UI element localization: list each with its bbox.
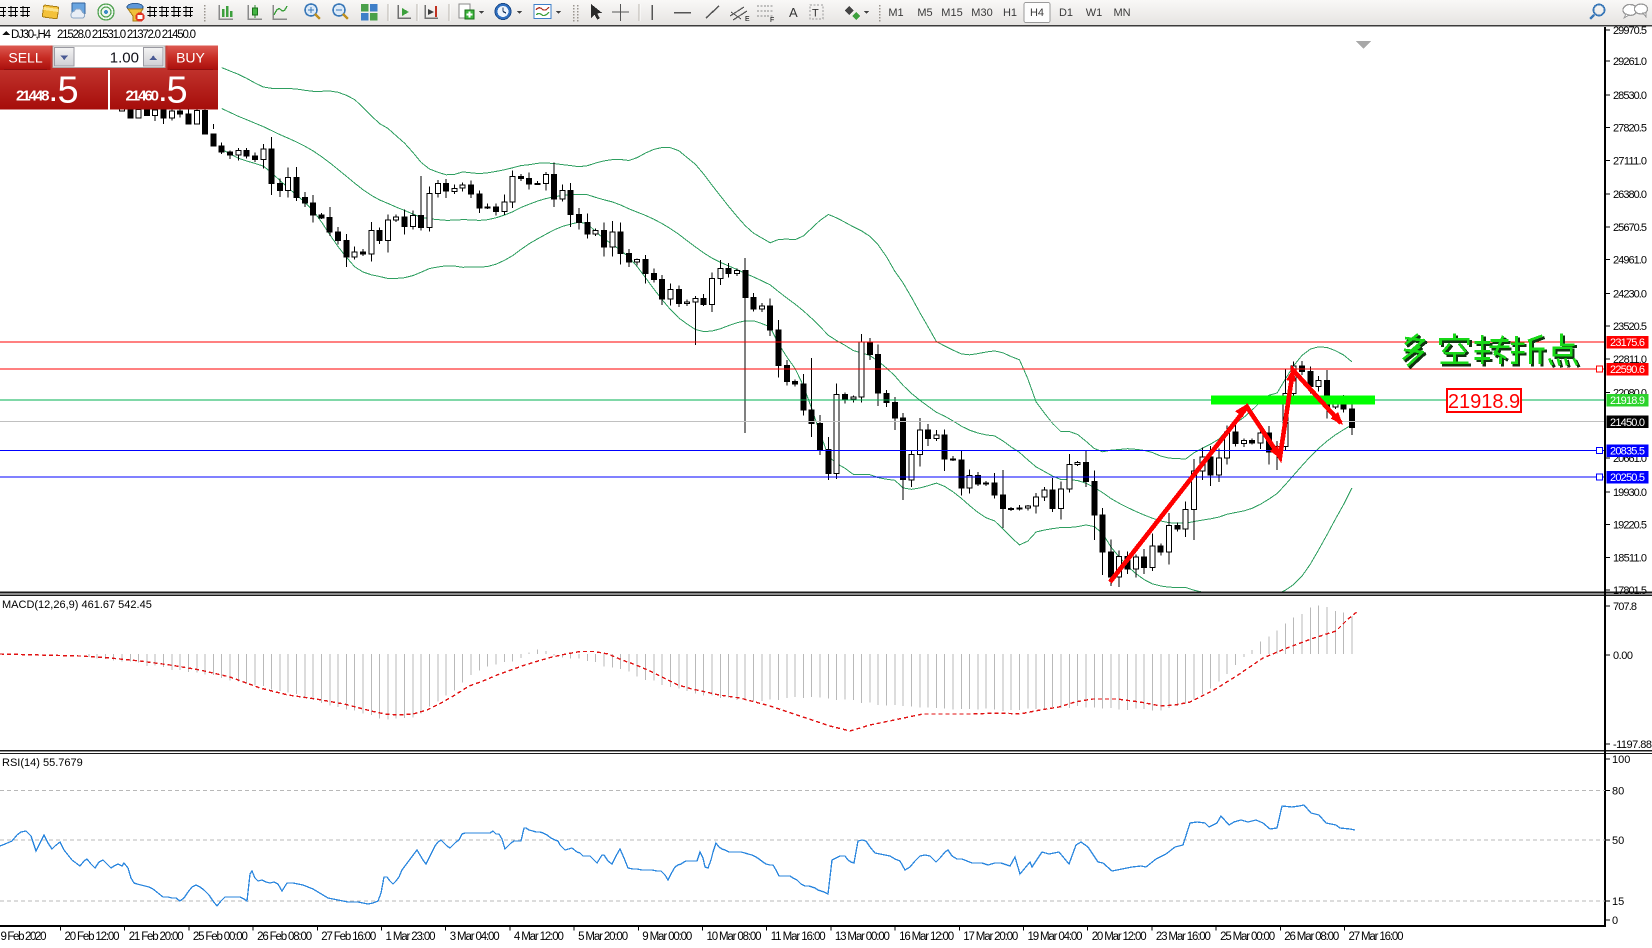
svg-text:E: E [745, 16, 750, 23]
svg-text:27820.5: 27820.5 [1613, 123, 1647, 135]
svg-text:29261.0: 29261.0 [1613, 56, 1647, 68]
svg-text:21918.9: 21918.9 [1448, 391, 1520, 413]
svg-text:F: F [770, 17, 774, 24]
svg-text:20250.5: 20250.5 [1610, 472, 1645, 484]
svg-text:SELL: SELL [8, 50, 42, 66]
svg-text:10 Mar 08:00: 10 Mar 08:00 [707, 931, 762, 943]
svg-text:.: . [50, 80, 57, 107]
svg-text:26380.0: 26380.0 [1613, 189, 1647, 201]
svg-text:W1: W1 [1086, 7, 1103, 19]
svg-text:23175.6: 23175.6 [1610, 337, 1645, 349]
svg-text:19220.5: 19220.5 [1613, 520, 1647, 532]
svg-text:0.00: 0.00 [1613, 650, 1633, 662]
svg-text:RSI(14) 55.7679: RSI(14) 55.7679 [2, 757, 83, 769]
svg-text:4 Mar 12:00: 4 Mar 12:00 [514, 931, 564, 943]
svg-text:20 Mar 12:00: 20 Mar 12:00 [1092, 931, 1147, 943]
svg-text:DJ30-,H4: DJ30-,H4 [11, 29, 52, 41]
svg-text:M1: M1 [888, 7, 903, 19]
svg-text:1 Mar 23:00: 1 Mar 23:00 [386, 931, 436, 943]
svg-text:13 Mar 00:00: 13 Mar 00:00 [835, 931, 890, 943]
svg-text:17801.5: 17801.5 [1613, 585, 1647, 597]
svg-text:21 Feb 20:00: 21 Feb 20:00 [129, 931, 184, 943]
svg-text:H4: H4 [1030, 7, 1044, 19]
svg-text:9 Mar 00:00: 9 Mar 00:00 [642, 931, 692, 943]
svg-text:19 Mar 04:00: 19 Mar 04:00 [1028, 931, 1083, 943]
svg-text:21918.9: 21918.9 [1610, 395, 1645, 407]
svg-text:H1: H1 [1003, 7, 1017, 19]
svg-text:M15: M15 [941, 7, 962, 19]
svg-text:23 Mar 16:00: 23 Mar 16:00 [1156, 931, 1211, 943]
svg-text:20835.5: 20835.5 [1610, 446, 1645, 458]
svg-text:MACD(12,26,9) 461.67 542.45: MACD(12,26,9) 461.67 542.45 [2, 599, 152, 611]
svg-text:29970.5: 29970.5 [1613, 25, 1647, 37]
svg-text:-1197.88: -1197.88 [1613, 739, 1652, 751]
svg-text:24961.0: 24961.0 [1613, 255, 1647, 267]
svg-text:25 Mar 00:00: 25 Mar 00:00 [1220, 931, 1275, 943]
svg-text:.: . [160, 80, 167, 107]
svg-text:1.00: 1.00 [110, 50, 139, 67]
svg-text:0: 0 [1612, 915, 1618, 927]
svg-text:17 Mar 20:00: 17 Mar 20:00 [963, 931, 1018, 943]
svg-text:3 Mar 04:00: 3 Mar 04:00 [450, 931, 500, 943]
svg-text:19930.0: 19930.0 [1613, 487, 1647, 499]
svg-text:5: 5 [167, 70, 188, 112]
svg-text:11 Mar 16:00: 11 Mar 16:00 [771, 931, 826, 943]
svg-text:M5: M5 [917, 7, 932, 19]
svg-text:18511.0: 18511.0 [1613, 552, 1647, 564]
svg-text:D1: D1 [1059, 7, 1073, 19]
svg-text:27 Feb 16:00: 27 Feb 16:00 [321, 931, 376, 943]
svg-text:T: T [812, 8, 819, 20]
svg-text:5 Mar 20:00: 5 Mar 20:00 [578, 931, 628, 943]
svg-text:27111.0: 27111.0 [1613, 155, 1647, 167]
svg-text:9 Feb 2020: 9 Feb 2020 [1, 931, 47, 943]
svg-text:5: 5 [58, 70, 79, 112]
svg-text:15: 15 [1612, 896, 1624, 908]
svg-text:80: 80 [1612, 786, 1624, 798]
svg-text:28530.0: 28530.0 [1613, 90, 1647, 102]
svg-text:100: 100 [1612, 754, 1630, 766]
svg-text:21460: 21460 [126, 88, 160, 105]
svg-text:23520.5: 23520.5 [1613, 321, 1647, 333]
svg-text:25 Feb 00:00: 25 Feb 00:00 [193, 931, 248, 943]
svg-text:26 Feb 08:00: 26 Feb 08:00 [257, 931, 312, 943]
svg-text:27 Mar 16:00: 27 Mar 16:00 [1349, 931, 1404, 943]
svg-text:21450.0: 21450.0 [1610, 417, 1645, 429]
svg-text:25670.5: 25670.5 [1613, 222, 1647, 234]
svg-text:24230.0: 24230.0 [1613, 288, 1647, 300]
svg-text:707.8: 707.8 [1613, 601, 1637, 613]
svg-text:21448: 21448 [16, 88, 50, 105]
svg-text:BUY: BUY [176, 50, 205, 66]
svg-text:M30: M30 [971, 7, 992, 19]
svg-text:16 Mar 12:00: 16 Mar 12:00 [899, 931, 954, 943]
svg-text:22590.6: 22590.6 [1610, 364, 1645, 376]
svg-text:A: A [789, 5, 798, 20]
svg-text:21528.0 21531.0 21372.0 21450.: 21528.0 21531.0 21372.0 21450.0 [57, 29, 196, 41]
svg-text:50: 50 [1612, 835, 1624, 847]
svg-text:26 Mar 08:00: 26 Mar 08:00 [1284, 931, 1339, 943]
svg-text:20 Feb 12:00: 20 Feb 12:00 [65, 931, 120, 943]
svg-text:MN: MN [1113, 7, 1130, 19]
